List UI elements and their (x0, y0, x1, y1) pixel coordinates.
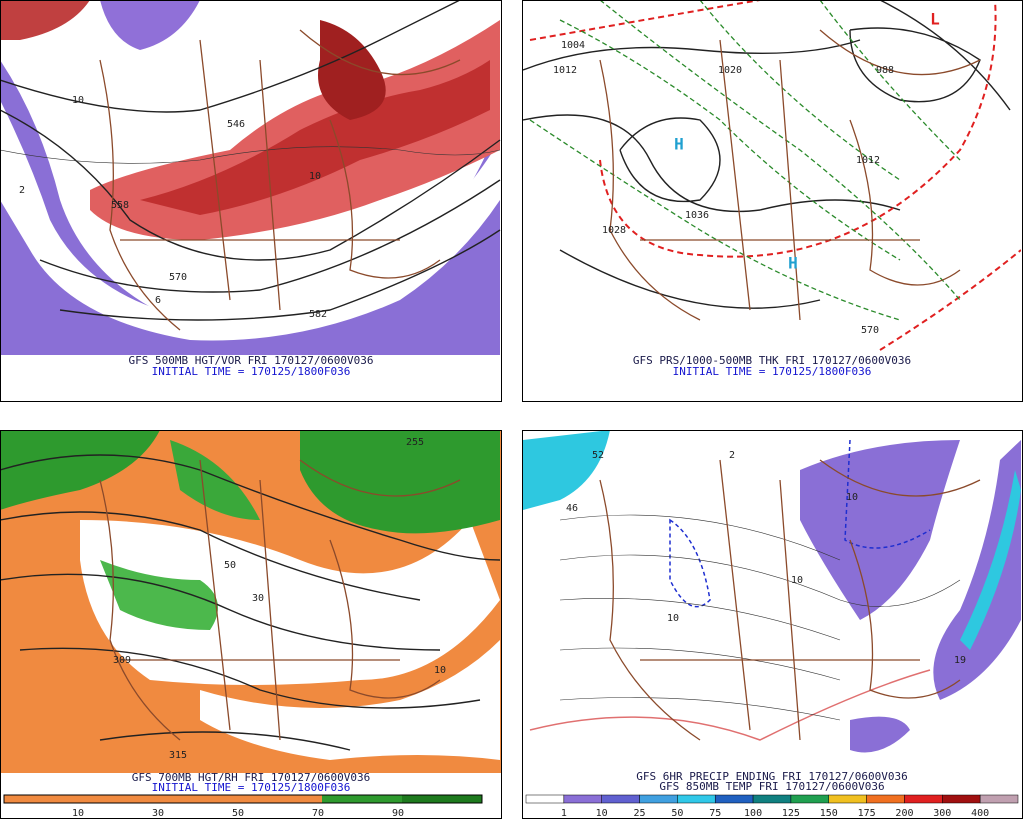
colorbar-label: 150 (820, 808, 838, 819)
contour-label: 255 (406, 437, 424, 448)
contour-label: 546 (227, 119, 245, 130)
colorbar-label: 100 (744, 808, 762, 819)
colorbar-swatch (601, 794, 640, 804)
contour-label: 1036 (685, 210, 709, 221)
initial-time: INITIAL TIME = 170125/1800F036 (152, 781, 351, 794)
panel-caption: GFS 500MB HGT/VOR FRI 170127/0600V036 (128, 354, 373, 367)
contour-label: 10 (434, 665, 446, 676)
contour-label: 315 (169, 750, 187, 761)
colorbar-label: 70 (312, 808, 324, 819)
initial-time: INITIAL TIME = 170125/1800F036 (152, 365, 351, 378)
map-precip (523, 431, 1021, 753)
panel-frame (522, 0, 1023, 402)
contour-label: 46 (566, 503, 578, 514)
contour-label: L (930, 10, 940, 29)
colorbar-label: 10 (596, 808, 608, 819)
panel-caption: GFS PRS/1000-500MB THK FRI 170127/0600V0… (633, 354, 911, 367)
panel-caption: GFS 850MB TEMP FRI 170127/0600V036 (659, 780, 884, 793)
contour-label: 1020 (718, 65, 742, 76)
colorbar-swatch (904, 794, 943, 804)
contour-label: 1012 (553, 65, 577, 76)
colorbar-label: 400 (971, 808, 989, 819)
contour-label: 309 (113, 655, 131, 666)
colorbar-swatch (790, 794, 830, 804)
colorbar-label: 200 (895, 808, 913, 819)
colorbar-swatch (639, 794, 678, 804)
contour-label: H (788, 254, 798, 273)
colorbar-swatch (828, 794, 867, 804)
contour-label: H (674, 135, 684, 154)
map-700mb (1, 431, 501, 773)
colorbar-swatch (563, 794, 602, 804)
contour-label: 2 (19, 185, 25, 196)
contour-label: 10 (309, 171, 321, 182)
colorbar-label: 1 (561, 808, 567, 819)
contour-label: 988 (876, 65, 894, 76)
contour-label: 2 (729, 450, 735, 461)
panel-caption: GFS 6HR PRECIP ENDING FRI 170127/0600V03… (636, 770, 908, 783)
colorbar-label: 175 (858, 808, 876, 819)
contour-label: 1012 (856, 155, 880, 166)
contour-label: 570 (861, 325, 879, 336)
contour-label: 6 (155, 295, 161, 306)
colorbar-label: 75 (709, 808, 721, 819)
colorbar-swatch (942, 794, 981, 804)
contour-label: 50 (224, 560, 236, 571)
colorbar-label: 125 (782, 808, 800, 819)
contour-label: 30 (252, 593, 264, 604)
map-pressure (523, 1, 1021, 351)
contour-label: 582 (309, 309, 327, 320)
colorbar-swatch (979, 794, 1019, 804)
panel-frame (522, 430, 1023, 819)
contour-label: 570 (169, 272, 187, 283)
colorbar-label: 10 (72, 808, 84, 819)
colorbar-swatch (714, 794, 754, 804)
contour-label: 52 (592, 450, 604, 461)
map-500mb (1, 1, 501, 355)
colorbar-label: 50 (232, 808, 244, 819)
initial-time: INITIAL TIME = 170125/1800F036 (673, 365, 872, 378)
colorbar-swatch (752, 794, 792, 804)
contour-label: 10 (72, 95, 84, 106)
contour-label: 19 (954, 655, 966, 666)
colorbar-swatch (677, 794, 716, 804)
colorbar-label: 50 (671, 808, 683, 819)
contour-label: 1004 (561, 40, 585, 51)
colorbar-swatch (866, 794, 905, 804)
colorbar-rh (3, 794, 483, 804)
contour-label: 10 (846, 492, 858, 503)
colorbar-label: 30 (152, 808, 164, 819)
colorbar-label: 300 (933, 808, 951, 819)
contour-label: 10 (791, 575, 803, 586)
contour-label: 558 (111, 200, 129, 211)
colorbar-swatch (525, 794, 565, 804)
panel-caption: GFS 700MB HGT/RH FRI 170127/0600V036 (132, 771, 370, 784)
colorbar-label: 25 (634, 808, 646, 819)
colorbar-precip (525, 794, 1019, 804)
colorbar-label: 90 (392, 808, 404, 819)
contour-label: 10 (667, 613, 679, 624)
contour-label: 1028 (602, 225, 626, 236)
